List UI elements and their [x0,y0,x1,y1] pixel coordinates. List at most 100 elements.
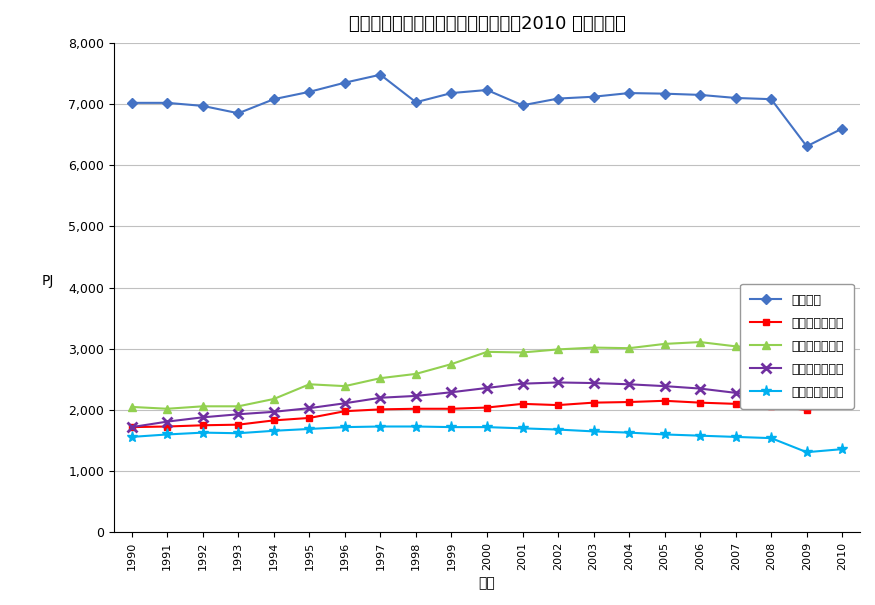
民生・業務部門 [695,338,705,345]
民生・家庭部門 [410,405,421,413]
産業部門 [482,87,493,94]
運輸・旅客部門 [588,379,598,387]
産業部門 [410,99,421,106]
運輸・旅客部門 [375,394,386,401]
民生・家庭部門 [802,407,812,414]
民生・業務部門 [802,355,812,362]
運輸・貨物部門 [269,427,279,434]
運輸・旅客部門 [553,379,564,386]
民生・家庭部門 [837,397,848,404]
民生・家庭部門 [731,401,741,408]
運輸・貨物部門 [233,430,243,437]
運輸・貨物部門 [482,424,493,431]
Title: 部門別最終エネルギー消費の推移（2010 年度速報）: 部門別最終エネルギー消費の推移（2010 年度速報） [348,15,626,33]
運輸・貨物部門 [127,433,137,440]
運輸・旅客部門 [482,384,493,391]
運輸・旅客部門 [766,393,776,401]
民生・業務部門 [588,344,598,352]
運輸・貨物部門 [517,425,528,432]
運輸・旅客部門 [802,401,812,408]
産業部門 [162,99,172,106]
運輸・貨物部門 [304,425,315,433]
産業部門 [517,102,528,109]
民生・業務部門 [340,382,350,390]
運輸・旅客部門 [127,424,137,431]
産業部門 [198,102,208,110]
運輸・貨物部門 [731,433,741,440]
運輸・旅客部門 [695,385,705,392]
産業部門 [766,96,776,103]
民生・業務部門 [482,348,493,356]
民生・業務部門 [269,395,279,402]
Line: 運輸・旅客部門: 運輸・旅客部門 [127,378,847,432]
運輸・旅客部門 [837,399,848,406]
X-axis label: 年度: 年度 [479,576,495,590]
運輸・旅客部門 [731,389,741,396]
民生・家庭部門 [624,399,634,406]
民生・家庭部門 [446,405,457,413]
産業部門 [588,93,598,100]
民生・家庭部門 [304,414,315,422]
Legend: 産業部門, 民生・家庭部門, 民生・業務部門, 運輸・旅客部門, 運輸・貨物部門: 産業部門, 民生・家庭部門, 民生・業務部門, 運輸・旅客部門, 運輸・貨物部門 [740,284,854,409]
民生・家庭部門 [553,402,564,409]
民生・業務部門 [162,405,172,413]
運輸・旅客部門 [233,411,243,418]
運輸・貨物部門 [837,445,848,453]
産業部門 [127,99,137,106]
Y-axis label: PJ: PJ [41,273,53,287]
運輸・旅客部門 [304,405,315,412]
産業部門 [375,71,386,78]
運輸・旅客部門 [517,380,528,387]
民生・家庭部門 [695,399,705,407]
運輸・貨物部門 [624,429,634,436]
産業部門 [304,88,315,96]
運輸・貨物部門 [553,426,564,433]
民生・業務部門 [731,342,741,350]
運輸・旅客部門 [660,382,670,390]
Line: 民生・業務部門: 民生・業務部門 [128,338,846,413]
民生・家庭部門 [198,422,208,429]
産業部門 [233,110,243,117]
運輸・旅客部門 [162,418,172,425]
Line: 民生・家庭部門: 民生・家庭部門 [129,397,846,431]
運輸・旅客部門 [410,392,421,399]
民生・業務部門 [304,381,315,388]
民生・家庭部門 [517,401,528,408]
産業部門 [269,96,279,103]
民生・業務部門 [517,349,528,356]
民生・業務部門 [624,345,634,352]
運輸・貨物部門 [410,423,421,430]
運輸・貨物部門 [660,431,670,438]
民生・業務部門 [837,356,848,364]
産業部門 [695,91,705,99]
民生・家庭部門 [482,404,493,411]
民生・業務部門 [375,374,386,382]
民生・家庭部門 [660,397,670,404]
民生・家庭部門 [269,417,279,424]
Line: 運輸・貨物部門: 運輸・貨物部門 [126,421,848,458]
産業部門 [802,143,812,150]
運輸・貨物部門 [375,423,386,430]
民生・家庭部門 [375,406,386,413]
産業部門 [660,90,670,97]
産業部門 [553,95,564,102]
運輸・貨物部門 [446,424,457,431]
運輸・旅客部門 [446,388,457,396]
運輸・旅客部門 [198,414,208,421]
運輸・旅客部門 [624,381,634,388]
運輸・貨物部門 [340,424,350,431]
運輸・貨物部門 [766,434,776,442]
民生・業務部門 [198,403,208,410]
運輸・貨物部門 [695,432,705,439]
民生・業務部門 [410,370,421,378]
民生・家庭部門 [766,402,776,410]
運輸・貨物部門 [162,431,172,438]
Line: 産業部門: 産業部門 [129,71,846,150]
産業部門 [624,90,634,97]
産業部門 [340,79,350,87]
産業部門 [446,90,457,97]
民生・業務部門 [766,345,776,352]
民生・家庭部門 [127,424,137,431]
民生・業務部門 [553,346,564,353]
運輸・貨物部門 [802,448,812,456]
